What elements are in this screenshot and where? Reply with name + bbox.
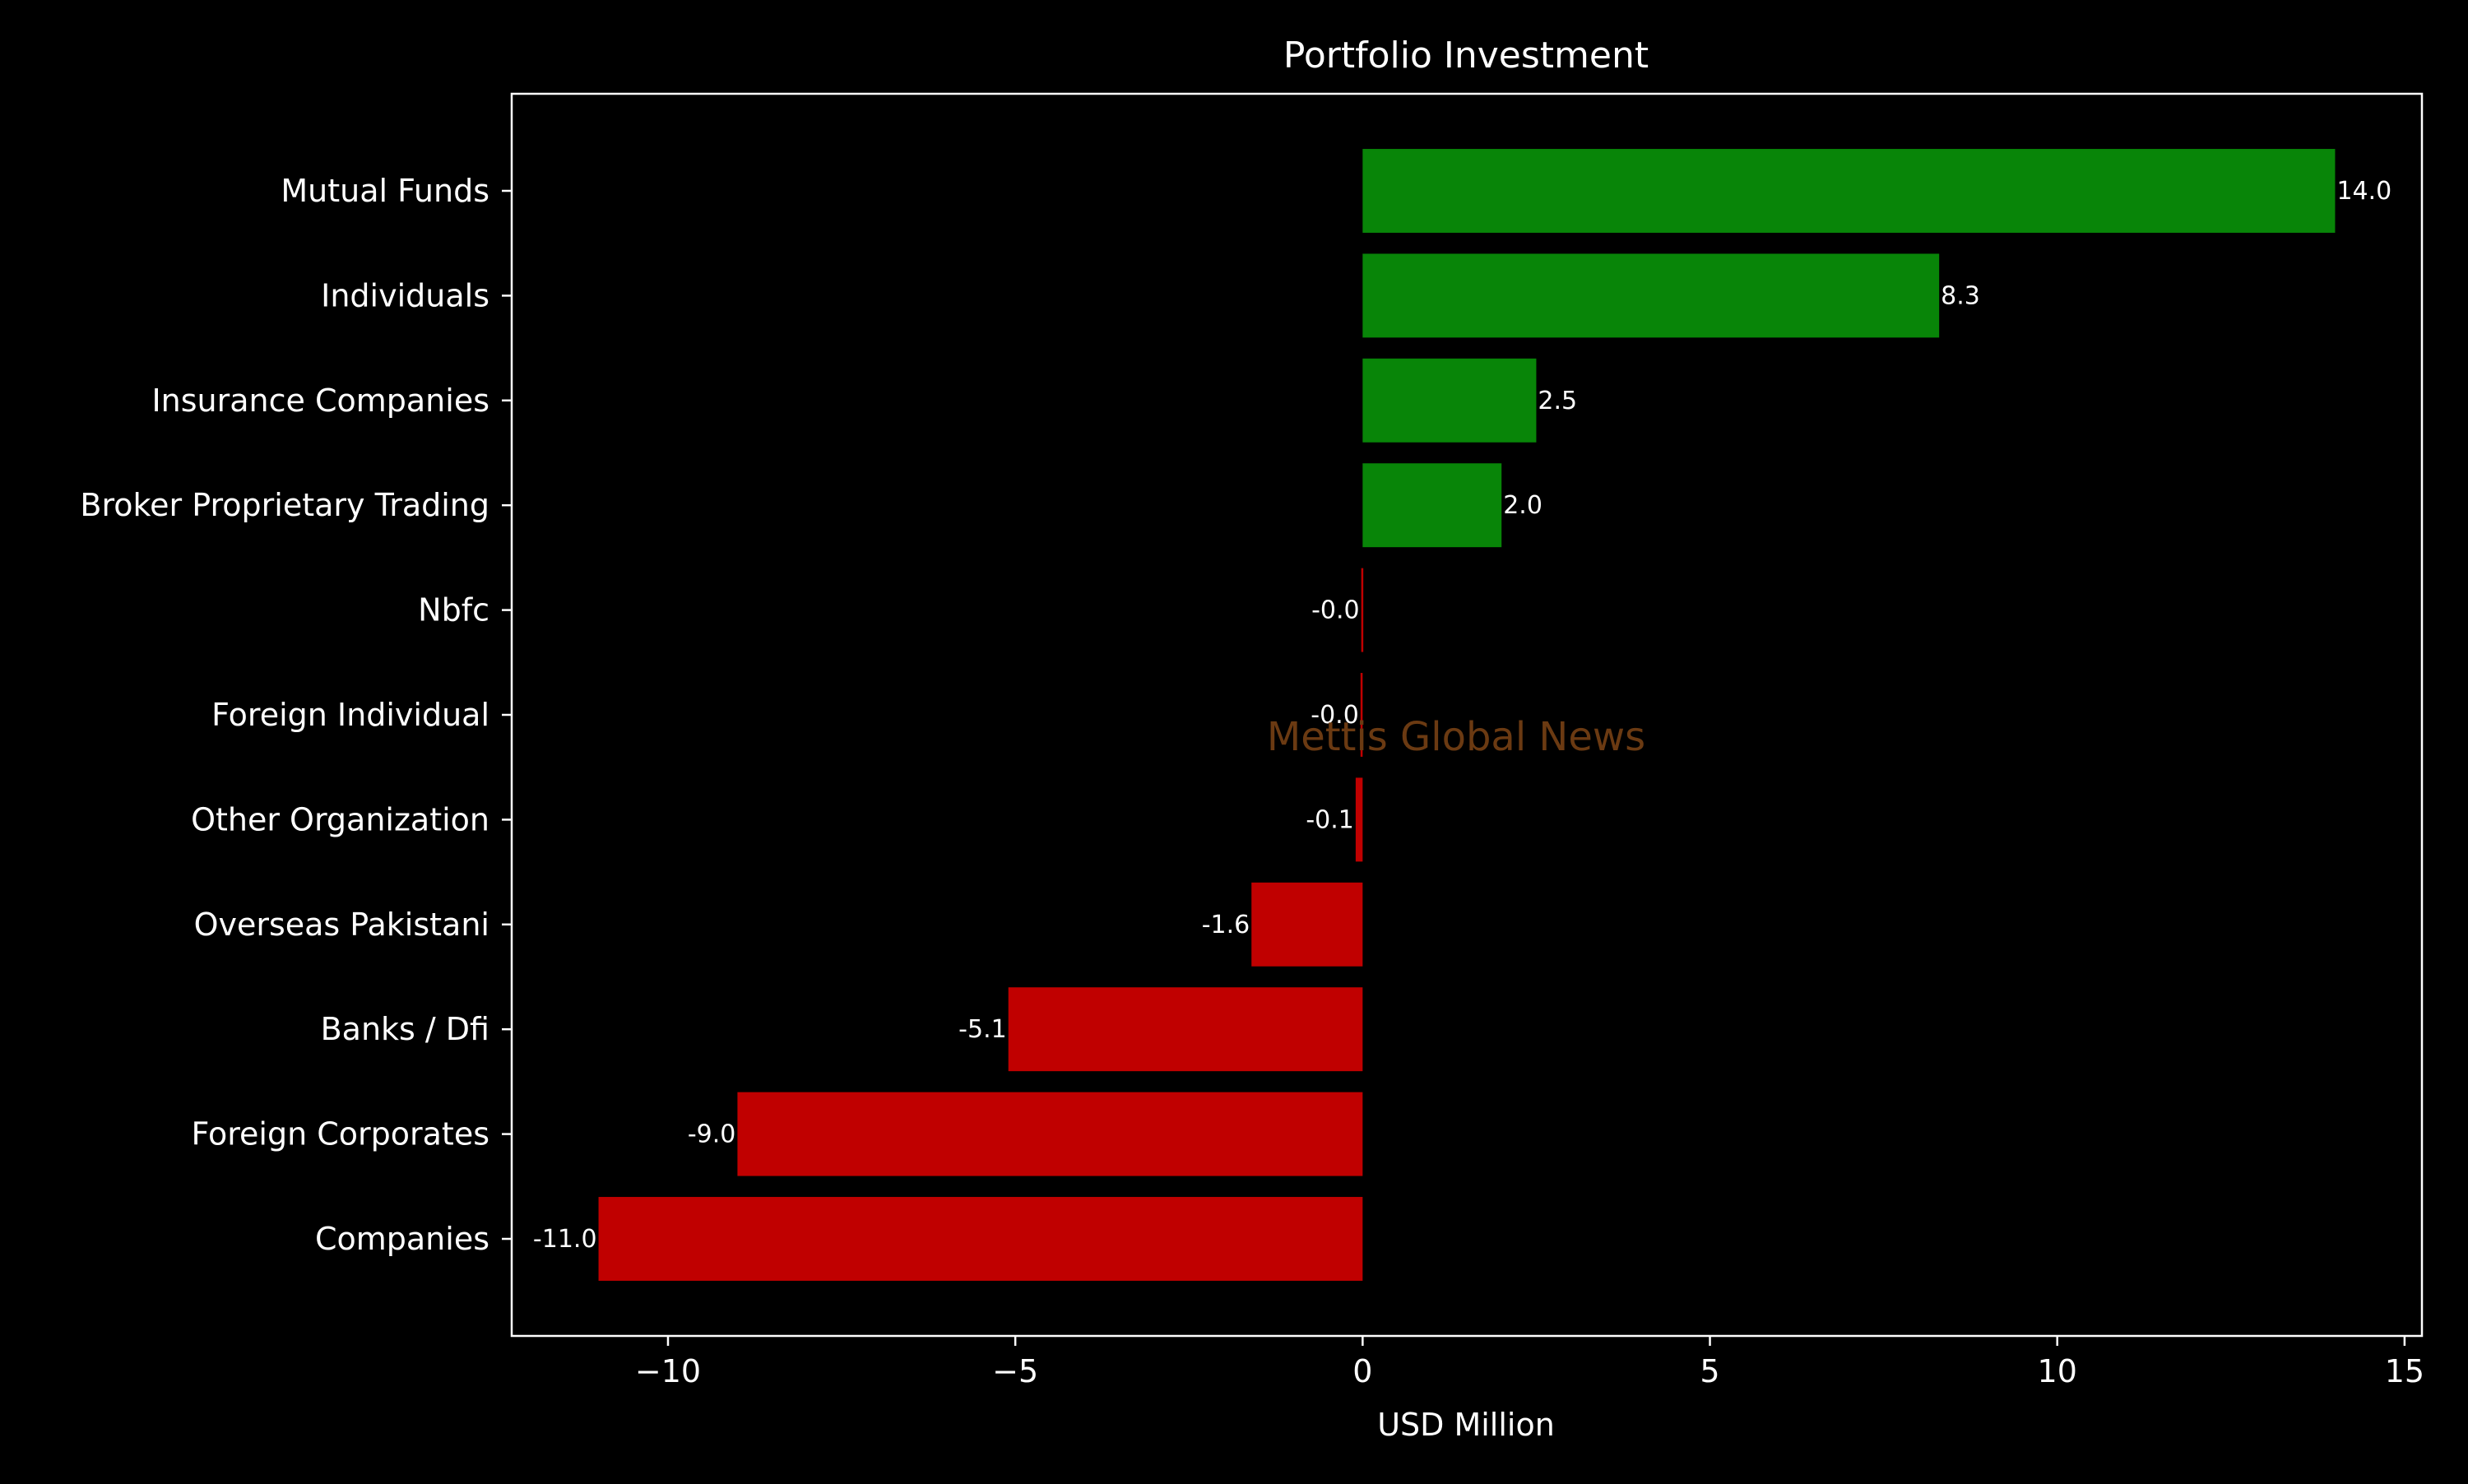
bar-value-label: -5.1 [958,1015,1007,1044]
bar-value-label: -0.1 [1306,805,1354,834]
bar [598,1197,1363,1281]
bar [737,1092,1363,1176]
x-tick-label: −10 [635,1353,701,1389]
x-tick-label: 5 [1700,1353,1719,1389]
x-tick-label: −5 [992,1353,1038,1389]
y-tick-label: Broker Proprietary Trading [80,487,489,523]
bar-value-label: 2.5 [1538,387,1577,415]
y-tick-label: Individuals [321,277,489,313]
bar [1251,882,1363,967]
bar [1362,358,1537,443]
x-tick-label: 0 [1352,1353,1372,1389]
bar [1008,987,1363,1072]
bar [1355,777,1363,862]
chart-title: Portfolio Investment [1283,35,1649,77]
y-tick-label: Banks / Dfi [321,1011,489,1047]
y-tick-label: Foreign Corporates [191,1116,489,1152]
bar [1362,253,1940,338]
x-tick-label: 10 [2038,1353,2077,1389]
bars [598,149,2336,1281]
watermark: Mettis Global News [1267,714,1645,760]
y-axis: Mutual Funds Individuals Insurance Compani… [80,173,512,1257]
bar [1362,149,2336,233]
x-axis-label: USD Million [1377,1407,1555,1443]
bar [1362,463,1502,548]
y-tick-label: Foreign Individual [211,697,489,733]
bar-value-label: -0.0 [1311,596,1360,625]
bar-value-label: 2.0 [1503,491,1542,520]
value-labels: 14.0 8.3 2.5 2.0 -0.0 -0.0 -0.1 -1.6 -5.1 -9.0 -11… [533,177,2391,1254]
y-tick-label: Nbfc [418,592,489,628]
bar-value-label: -11.0 [533,1225,597,1254]
bar [1361,568,1364,652]
y-tick-label: Other Organization [191,801,489,837]
y-tick-label: Insurance Companies [151,383,489,419]
bar-value-label: -0.0 [1311,701,1359,730]
x-axis: −10 −5 0 5 10 15 [635,1336,2424,1389]
bar-value-label: 8.3 [1941,281,1980,310]
bar-value-label: -9.0 [688,1120,736,1149]
y-tick-label: Companies [315,1221,489,1257]
y-tick-label: Overseas Pakistani [194,907,489,943]
bar-value-label: 14.0 [2336,177,2391,206]
x-tick-label: 15 [2385,1353,2424,1389]
bar-value-label: -1.6 [1202,911,1250,939]
y-tick-label: Mutual Funds [281,173,489,209]
bar [1360,673,1363,757]
